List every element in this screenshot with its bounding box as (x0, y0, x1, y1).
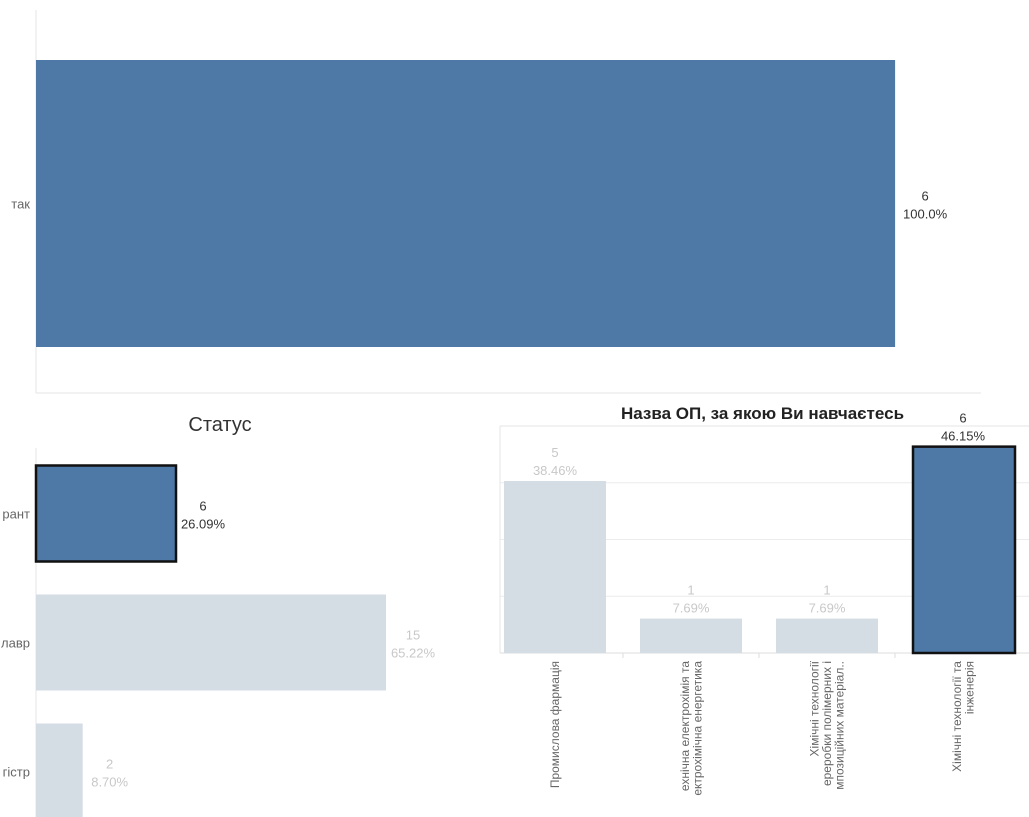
category-label: так (11, 197, 30, 212)
value-label: 6 (199, 499, 206, 514)
value-label: 15 (406, 628, 420, 643)
percent-label: 8.70% (91, 775, 128, 790)
bar (36, 723, 83, 817)
value-label: 6 (921, 189, 928, 204)
top-bar-chart: так 6 100.0% (11, 10, 981, 394)
category-label: Хімічні технології та (950, 661, 964, 772)
bar (34, 464, 178, 563)
percent-label: 100.0% (903, 207, 948, 222)
category-label: ектрохімічна енергетика (690, 661, 704, 796)
category-label: Хімічні технології (808, 660, 822, 756)
bar (36, 594, 386, 691)
category-label: мпозиційних матеріал.. (833, 661, 847, 790)
bar (911, 445, 1017, 655)
value-label: 5 (551, 445, 558, 460)
bar (36, 60, 896, 347)
category-label: ехнічна електрохімія та (678, 661, 692, 791)
value-label: 1 (687, 583, 694, 598)
percent-label: 65.22% (391, 646, 436, 661)
program-chart-panel: Назва ОП, за якою Ви навчаєтесь 5 38.46% П… (490, 398, 1029, 817)
category-label: лавр (1, 636, 30, 651)
category-label: ереробки полімерних і (820, 661, 834, 786)
top-chart-panel: так 6 100.0% (0, 0, 1029, 398)
percent-label: 7.69% (673, 601, 710, 616)
percent-label: 26.09% (181, 517, 226, 532)
program-chart-title: Назва ОП, за якою Ви навчаєтесь (620, 404, 905, 423)
category-label: рант (2, 507, 30, 522)
program-bar-chart: 5 38.46% Промислова фармація 1 7.69% ехнічна … (499, 411, 1029, 796)
status-bar-chart: рант 6 26.09% лавр 15 65.22% гістр 2 8.70% (1, 448, 436, 817)
percent-label: 46.15% (941, 429, 986, 444)
category-label: гістр (3, 765, 30, 780)
percent-label: 38.46% (533, 463, 578, 478)
value-label: 1 (823, 583, 830, 598)
status-chart-panel: Статус рант 6 26.09% лавр 15 65.22% гістр 2 8.70… (0, 398, 490, 817)
category-label: Промислова фармація (548, 661, 562, 788)
bar (640, 618, 742, 653)
status-chart-title: Статус (188, 414, 252, 436)
category-label: інженерія (962, 661, 976, 714)
bar (776, 618, 878, 653)
value-label: 2 (106, 757, 113, 772)
value-label: 6 (959, 411, 966, 426)
percent-label: 7.69% (809, 601, 846, 616)
bar (504, 481, 606, 653)
